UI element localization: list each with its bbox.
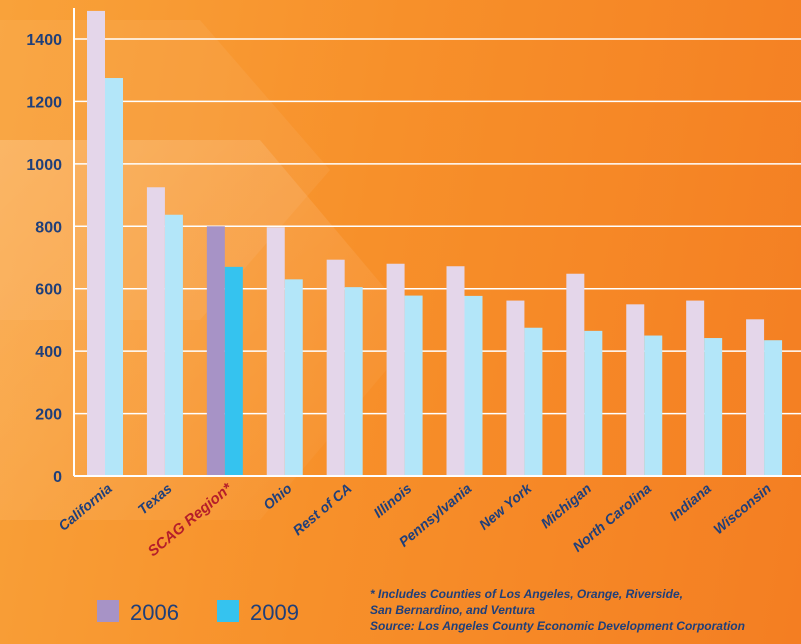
bar-2009 <box>224 266 243 476</box>
y-tick-label: 0 <box>53 469 62 486</box>
x-tick-label: New York <box>476 479 535 533</box>
bar-2009 <box>644 335 663 476</box>
bar-2009 <box>464 295 483 476</box>
bar-2006 <box>206 226 225 476</box>
y-tick-label: 200 <box>35 407 62 424</box>
y-tick-label: 800 <box>35 219 62 236</box>
legend-label-2009: 2009 <box>250 600 299 625</box>
y-tick-label: 1400 <box>26 32 62 49</box>
bar-2009 <box>704 338 723 476</box>
bar-2006 <box>326 259 345 476</box>
footnote: * Includes Counties of Los Angeles, Oran… <box>370 587 745 633</box>
bars <box>87 10 783 477</box>
y-tick-label: 400 <box>35 344 62 361</box>
bar-2006 <box>266 227 285 476</box>
bar-2006 <box>686 300 705 476</box>
bar-2006 <box>386 263 405 476</box>
gridlines <box>74 38 801 415</box>
bar-2006 <box>506 300 525 476</box>
legend-label-2006: 2006 <box>130 600 179 625</box>
bar-2006 <box>566 273 585 476</box>
x-tick-label: Indiana <box>666 480 714 524</box>
bar-2006 <box>87 10 105 477</box>
footnote-line-1: * Includes Counties of Los Angeles, Oran… <box>370 587 683 601</box>
bar-2009 <box>105 78 123 477</box>
bar-2009 <box>584 330 603 476</box>
y-tick-label: 600 <box>35 282 62 299</box>
bar-2009 <box>344 287 363 476</box>
bar-2006 <box>146 187 165 476</box>
bar-2009 <box>404 295 423 476</box>
axes <box>73 8 801 477</box>
bar-2009 <box>284 279 303 476</box>
footnote-line-2: San Bernardino, and Ventura <box>370 603 535 617</box>
legend-swatch-2006 <box>97 600 119 622</box>
bar-2006 <box>626 304 645 476</box>
x-tick-label: Rest of CA <box>289 480 354 538</box>
bar-2009 <box>764 340 783 476</box>
x-tick-label: Wisconsin <box>710 480 774 537</box>
bar-2009 <box>164 214 183 476</box>
footnote-source: Source: Los Angeles County Economic Deve… <box>370 619 745 633</box>
background-decoration-2 <box>0 20 330 320</box>
y-tick-label: 1000 <box>26 157 62 174</box>
x-tick-label: Michigan <box>537 480 594 531</box>
y-tick-label: 1200 <box>26 94 62 111</box>
legend-swatch-2009 <box>217 600 239 622</box>
bar-2006 <box>446 266 465 476</box>
bar-2009 <box>524 327 543 476</box>
bar-2006 <box>746 319 765 476</box>
legend: 2006 2009 <box>97 600 299 625</box>
y-tick-labels: 0 200 400 600 800 1000 1200 1400 <box>26 32 62 486</box>
x-tick-label: Illinois <box>370 480 414 521</box>
